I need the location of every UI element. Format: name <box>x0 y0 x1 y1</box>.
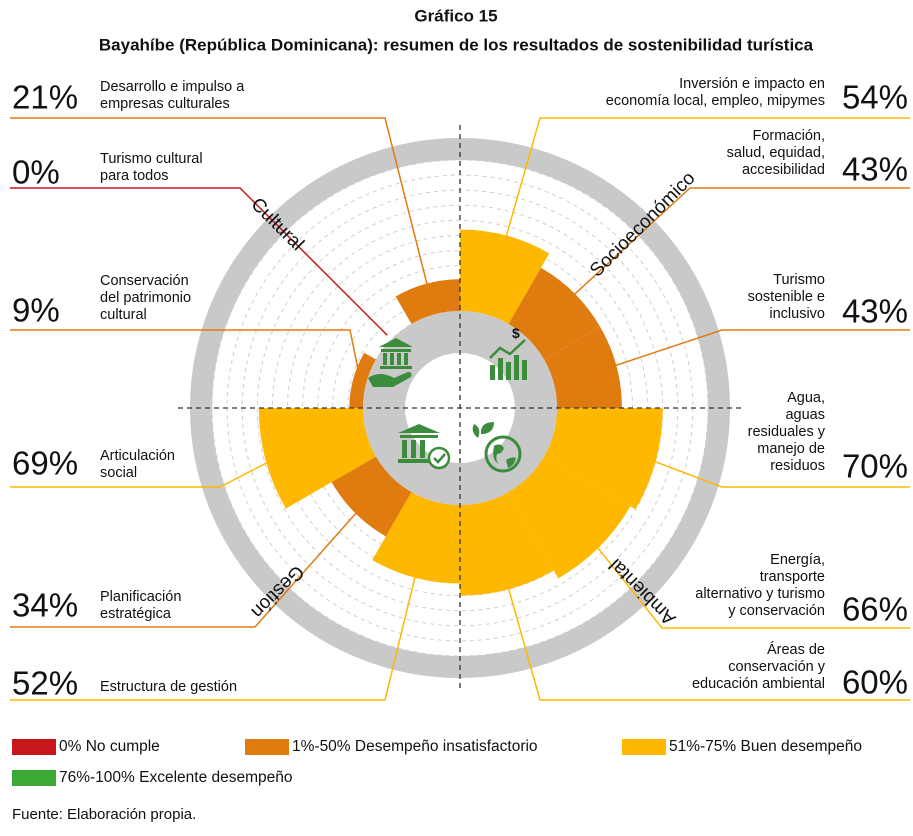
chart-title: Gráfico 15 <box>414 6 497 25</box>
legend-label: 0% No cumple <box>59 738 160 755</box>
category-label: y conservación <box>728 603 825 619</box>
category-label: Desarrollo e impulso a <box>100 79 245 95</box>
category-label: Áreas de <box>767 641 825 658</box>
category-label: sostenible e <box>748 289 825 305</box>
bars <box>258 229 663 596</box>
category-label: inclusivo <box>769 306 825 322</box>
value-label: 52% <box>12 665 78 702</box>
value-label: 43% <box>842 151 908 188</box>
bar <box>460 229 550 324</box>
icon-governance <box>398 424 451 470</box>
value-label: 69% <box>12 445 78 482</box>
category-label: empresas culturales <box>100 96 230 112</box>
value-label: 54% <box>842 79 908 116</box>
category-label: Agua, <box>787 390 825 406</box>
category-label: aguas <box>785 407 825 423</box>
category-label: accesibilidad <box>742 162 825 178</box>
chart-subtitle: Bayahíbe (República Dominicana): resumen… <box>99 35 814 54</box>
category-label: residuos <box>770 458 825 474</box>
svg-text:$: $ <box>512 325 520 341</box>
bar <box>544 408 663 510</box>
value-label: 34% <box>12 587 78 624</box>
bar <box>331 456 412 537</box>
icon-environment <box>472 422 522 473</box>
bar <box>258 408 376 509</box>
bar <box>395 279 460 324</box>
legend-swatch <box>622 739 666 755</box>
category-label: Planificación <box>100 589 181 605</box>
category-label: del patrimonio <box>100 290 191 306</box>
legend-swatch <box>245 739 289 755</box>
bar <box>508 267 601 360</box>
bar <box>372 492 460 584</box>
leader-line <box>10 329 362 382</box>
leader-line <box>602 329 910 371</box>
bar <box>460 492 554 596</box>
category-label: social <box>100 465 137 481</box>
leader-line <box>10 502 366 628</box>
category-label: economía local, empleo, mipymes <box>606 93 825 109</box>
legend-label: 51%-75% Buen desempeño <box>669 738 862 755</box>
value-label: 0% <box>12 154 60 191</box>
bar <box>508 456 631 579</box>
value-label: 70% <box>842 448 908 485</box>
leader-line <box>564 187 910 304</box>
category-label: cultural <box>100 307 147 323</box>
category-label: educación ambiental <box>692 676 825 692</box>
category-label: Estructura de gestión <box>100 679 237 695</box>
hub: $ <box>178 125 745 692</box>
category-label: Turismo <box>773 272 825 288</box>
leader-line <box>10 455 280 488</box>
icon-economy: $ <box>489 325 527 380</box>
icon-culture <box>368 338 413 387</box>
category-label: Energía, <box>770 552 825 568</box>
leader-line <box>10 187 388 336</box>
source: Fuente: Elaboración propia. <box>12 806 196 823</box>
category-label: residuales y <box>748 424 826 440</box>
legend-swatch <box>12 739 56 755</box>
category-label: Articulación <box>100 448 175 464</box>
legend-label: 76%-100% Excelente desempeño <box>59 769 293 786</box>
value-label: 21% <box>12 79 78 116</box>
value-label: 60% <box>842 664 908 701</box>
bar <box>349 352 376 408</box>
value-label: 9% <box>12 292 60 329</box>
leader-line <box>501 117 910 250</box>
category-label: Turismo cultural <box>100 151 203 167</box>
leader-line <box>10 117 432 298</box>
leader-line <box>504 575 910 701</box>
grid-circle <box>211 159 709 657</box>
category-label: manejo de <box>757 441 825 457</box>
category-label: salud, equidad, <box>727 145 825 161</box>
category-label: Conservación <box>100 273 189 289</box>
legend-swatch <box>12 770 56 786</box>
category-label: conservación y <box>728 659 825 675</box>
category-label: Formación, <box>752 128 825 144</box>
bar <box>544 327 622 408</box>
category-label: alternativo y turismo <box>695 586 825 602</box>
category-label: para todos <box>100 168 169 184</box>
category-label: estratégica <box>100 606 172 622</box>
category-label: Inversión e impacto en <box>679 76 825 92</box>
value-label: 66% <box>842 591 908 628</box>
value-label: 43% <box>842 293 908 330</box>
legend-label: 1%-50% Desempeño insatisfactorio <box>292 738 538 755</box>
category-label: transporte <box>760 569 825 585</box>
leader-line <box>10 563 419 701</box>
leader-line <box>588 536 910 629</box>
leader-line <box>642 456 910 488</box>
